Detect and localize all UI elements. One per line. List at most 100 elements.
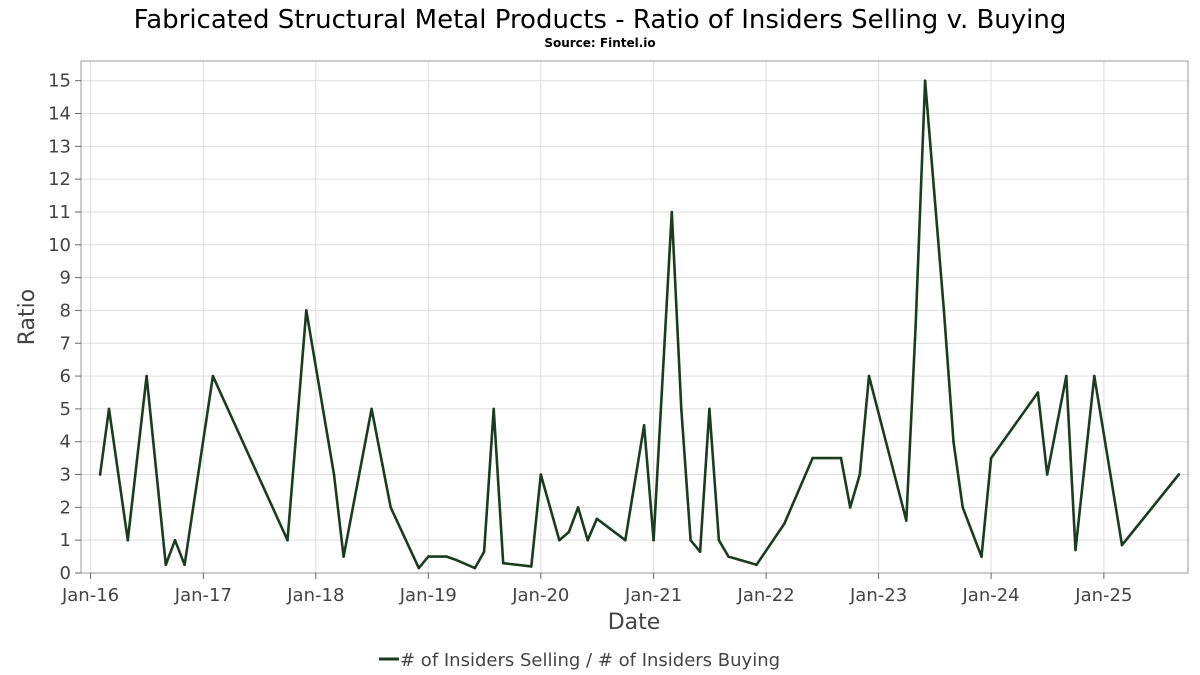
data-point [689, 538, 692, 542]
y-axis-label: Ratio [15, 289, 40, 345]
data-point [755, 563, 758, 567]
y-tick-label: 15 [48, 71, 71, 92]
data-point [586, 538, 589, 542]
data-point [501, 561, 505, 565]
data-point [1045, 473, 1049, 476]
data-point [492, 407, 496, 411]
data-point [1065, 374, 1068, 378]
data-point [126, 538, 130, 542]
data-point [389, 506, 393, 509]
data-point [727, 555, 730, 558]
y-gridlines [81, 80, 1188, 574]
x-tick-label: Jan-22 [737, 585, 795, 606]
x-axis-ticks: Jan-16 Jan-17 Jan-18 Jan-19 Jan-20 Jan-21 Jan-… [61, 573, 1132, 606]
data-point [183, 563, 186, 567]
data-point [989, 456, 993, 460]
data-point [652, 538, 655, 542]
legend: # of Insiders Selling / # of Insiders Bu… [379, 650, 780, 671]
data-point [445, 555, 448, 558]
y-tick-label: 13 [48, 136, 71, 157]
data-point [708, 407, 711, 411]
data-point [173, 538, 177, 542]
x-gridlines [90, 61, 1105, 573]
data-point [286, 538, 289, 542]
x-tick-label: Jan-23 [849, 585, 907, 606]
data-point [370, 407, 373, 411]
data-point [530, 565, 533, 568]
y-tick-label: 12 [48, 169, 71, 190]
data-point [454, 558, 458, 562]
y-tick-label: 6 [60, 366, 71, 387]
x-tick-label: Jan-16 [61, 585, 119, 606]
x-tick-label: Jan-19 [399, 585, 457, 606]
y-tick-label: 5 [60, 399, 71, 420]
y-tick-label: 11 [48, 202, 71, 223]
data-point [1074, 548, 1077, 552]
x-tick-label: Jan-21 [624, 585, 682, 606]
data-point [558, 538, 561, 542]
data-point [680, 407, 683, 411]
data-point [811, 456, 814, 460]
y-tick-label: 4 [60, 432, 71, 453]
series-layer [98, 79, 1181, 570]
x-axis-label: Date [608, 610, 661, 635]
data-point [145, 374, 148, 378]
data-point [595, 517, 599, 521]
data-point [98, 473, 102, 476]
data-point [914, 325, 917, 329]
data-point [961, 506, 964, 509]
data-point [567, 530, 571, 534]
data-point [848, 506, 852, 509]
data-point [211, 374, 215, 378]
y-tick-label: 10 [48, 235, 71, 256]
y-tick-label: 1 [60, 530, 71, 551]
data-point [839, 456, 843, 460]
y-tick-label: 7 [60, 333, 71, 354]
data-point [576, 506, 580, 509]
y-tick-label: 0 [60, 563, 71, 584]
plot-area-frame [80, 60, 1189, 574]
x-tick-label: Jan-20 [511, 585, 569, 606]
data-point [642, 424, 646, 427]
chart-subtitle: Source: Fintel.io [544, 36, 655, 50]
y-tick-label: 9 [60, 268, 71, 289]
x-tick-label: Jan-24 [961, 585, 1019, 606]
y-tick-label: 8 [60, 300, 71, 321]
y-tick-label: 3 [60, 465, 71, 486]
data-point [942, 309, 946, 312]
data-point [1036, 391, 1040, 394]
data-point [717, 538, 721, 542]
data-point [980, 555, 983, 558]
data-point [624, 538, 627, 542]
x-tick-label: Jan-17 [174, 585, 232, 606]
data-point [1120, 543, 1124, 547]
data-point [417, 566, 421, 570]
legend-label: # of Insiders Selling / # of Insiders Bu… [400, 650, 780, 671]
data-point [482, 550, 486, 553]
data-point [952, 440, 955, 444]
data-point [473, 566, 477, 570]
x-tick-label: Jan-18 [286, 585, 344, 606]
data-point [164, 563, 168, 567]
data-point [670, 210, 674, 214]
data-point [783, 522, 786, 526]
x-tick-label: Jan-25 [1074, 585, 1132, 606]
data-point [332, 473, 336, 476]
data-point [107, 407, 111, 411]
data-point [905, 519, 908, 522]
y-tick-label: 2 [60, 497, 71, 518]
data-point [305, 309, 308, 312]
data-point [698, 550, 702, 553]
data-point [1093, 374, 1096, 378]
data-point [923, 79, 927, 82]
data-point [867, 374, 871, 378]
data-point [427, 555, 430, 558]
data-point [1177, 473, 1181, 476]
chart-title: Fabricated Structural Metal Products - R… [134, 5, 1067, 35]
y-tick-label: 14 [48, 104, 71, 125]
data-point [342, 555, 345, 558]
data-point [858, 473, 862, 476]
